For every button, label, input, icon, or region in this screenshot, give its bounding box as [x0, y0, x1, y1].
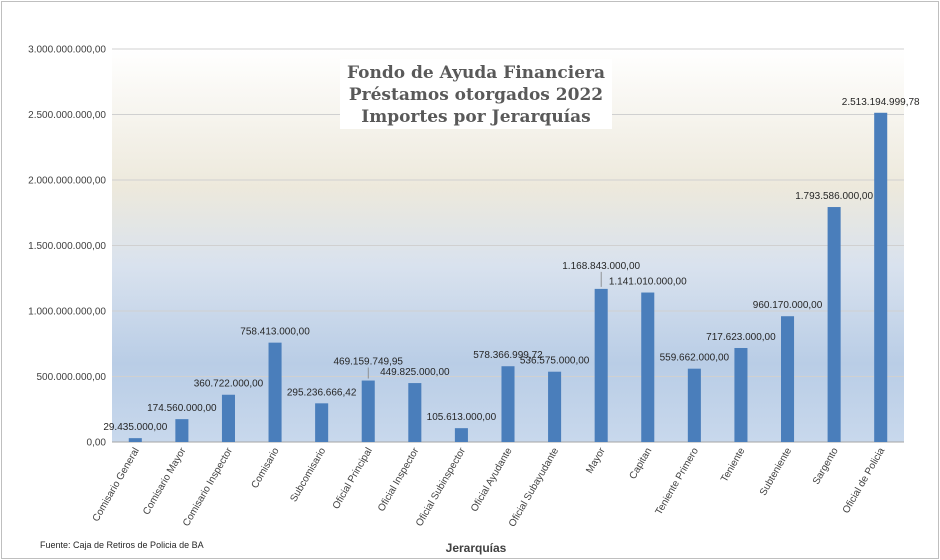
y-tick-label: 1.500.000.000,00 — [28, 241, 106, 252]
data-label: 29.435.000,00 — [103, 422, 167, 433]
data-labels: 29.435.000,00 174.560.000,00 360.722.000,0… — [103, 97, 920, 433]
bar — [454, 428, 468, 442]
chart-title: Fondo de Ayuda Financiera Préstamos otor… — [340, 59, 612, 129]
data-label: 2.513.194.999,78 — [842, 97, 920, 108]
title-box — [340, 59, 612, 129]
title-line-1: Fondo de Ayuda Financiera — [347, 63, 605, 83]
y-tick-label: 3.000.000.000,00 — [28, 45, 106, 56]
x-tick-label: Capitan — [628, 446, 655, 481]
x-tick-label: Comisario — [250, 446, 282, 491]
x-tick-label: Comisario Inspector — [181, 445, 235, 528]
x-tick-label: Oficial Subayudante — [507, 446, 561, 529]
data-label: 536.575.000,00 — [520, 356, 590, 367]
x-tick-label: Teniente — [719, 446, 748, 485]
data-label: 578.366.999,72 — [473, 350, 543, 361]
data-label: 469.159.749,95 — [333, 357, 403, 368]
y-tick-label: 0,00 — [87, 438, 107, 449]
data-label: 1.168.843.000,00 — [562, 261, 640, 272]
data-label: 1.141.010.000,00 — [609, 277, 687, 288]
x-tick-label: Comisario General — [91, 446, 142, 524]
bar — [128, 438, 142, 442]
x-tick-label: Comisario Mayor — [141, 445, 189, 517]
bar — [548, 371, 562, 442]
y-axis: 0,00 500.000.000,00 1.000.000.000,00 1.500.… — [28, 45, 106, 449]
x-axis-title: Jerarquías — [446, 541, 507, 555]
data-label: 449.825.000,00 — [380, 367, 450, 378]
bars — [128, 112, 888, 442]
data-label: 717.623.000,00 — [706, 332, 776, 343]
x-tick-label: Sargento — [811, 446, 841, 487]
y-tick-label: 500.000.000,00 — [36, 372, 106, 383]
source-note: Fuente: Caja de Retiros de Policia de BA — [40, 540, 204, 550]
data-label: 360.722.000,00 — [194, 379, 264, 390]
y-tick-label: 2.000.000.000,00 — [28, 176, 106, 187]
x-tick-label: Oficial Principal — [331, 446, 375, 511]
y-tick-label: 2.500.000.000,00 — [28, 110, 106, 121]
bar — [408, 383, 422, 442]
x-tick-label: Mayor — [584, 445, 608, 475]
bar — [827, 207, 841, 442]
bar — [781, 316, 795, 442]
bar — [734, 347, 748, 442]
bar — [594, 288, 608, 442]
x-tick-label: Oficial Ayudante — [469, 446, 515, 514]
data-label: 295.236.666,42 — [287, 387, 357, 398]
x-axis: Comisario General Comisario MayorComisari… — [91, 445, 888, 529]
data-label: 1.793.586.000,00 — [795, 191, 873, 202]
x-tick-label: Oficial de Policia — [841, 446, 888, 516]
bar — [641, 292, 655, 442]
x-tick-label: Teniente Primero — [654, 446, 702, 517]
bar — [268, 342, 282, 442]
data-label: 174.560.000,00 — [147, 403, 217, 414]
title-line-3: Importes por Jerarquías — [361, 107, 590, 127]
bar — [315, 403, 329, 442]
bar — [874, 112, 888, 442]
data-label: 758.413.000,00 — [240, 327, 310, 338]
x-tick-label: Subteniente — [758, 446, 794, 498]
data-label: 559.662.000,00 — [660, 353, 730, 364]
data-label: 960.170.000,00 — [753, 300, 823, 311]
y-tick-label: 1.000.000.000,00 — [28, 307, 106, 318]
bar — [687, 368, 701, 442]
title-line-2: Préstamos otorgados 2022 — [349, 85, 603, 105]
x-tick-label: Oficial Inspector — [376, 445, 422, 513]
bar — [175, 419, 189, 442]
bar — [361, 380, 375, 442]
data-label: 105.613.000,00 — [427, 412, 497, 423]
bar — [221, 394, 235, 442]
x-tick-label: Subcomisario — [288, 446, 328, 504]
x-tick-label: Oficial Subinspector — [414, 445, 468, 528]
bar — [501, 366, 515, 442]
